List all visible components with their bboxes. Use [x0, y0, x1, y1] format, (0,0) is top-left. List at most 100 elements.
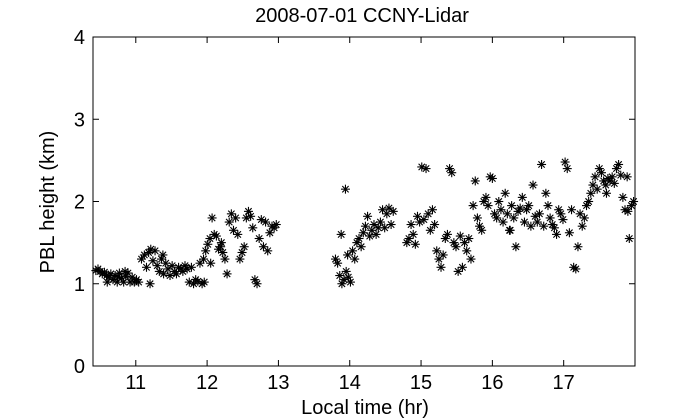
- data-point: [113, 272, 123, 282]
- data-point: [607, 172, 617, 182]
- data-point: [502, 209, 512, 219]
- data-point: [252, 279, 262, 289]
- data-point: [629, 197, 639, 206]
- data-point: [623, 206, 633, 216]
- data-point: [507, 201, 517, 211]
- data-point: [586, 188, 596, 198]
- data-point: [594, 164, 604, 174]
- data-point: [207, 213, 217, 223]
- plot-frame: [92, 36, 636, 367]
- data-point: [404, 234, 414, 244]
- data-point: [519, 217, 529, 227]
- data-point: [470, 176, 480, 186]
- data-point: [552, 229, 562, 239]
- data-point: [195, 258, 205, 268]
- data-point: [206, 258, 216, 268]
- data-point: [145, 279, 155, 289]
- data-point: [517, 192, 527, 202]
- data-point: [384, 203, 394, 213]
- data-point: [345, 277, 355, 287]
- data-point: [141, 262, 151, 272]
- data-point: [534, 209, 544, 219]
- data-point: [601, 188, 611, 198]
- data-point: [254, 234, 264, 244]
- data-point: [150, 246, 160, 256]
- data-point: [350, 254, 360, 264]
- data-point: [579, 213, 589, 223]
- data-point: [567, 205, 577, 215]
- data-point: [472, 213, 482, 223]
- data-point: [543, 201, 553, 211]
- x-tick-label: 12: [196, 372, 218, 394]
- data-point: [218, 247, 228, 257]
- data-point: [134, 277, 144, 287]
- data-point: [515, 203, 525, 213]
- data-point: [261, 217, 271, 227]
- data-point: [539, 221, 549, 231]
- data-point: [479, 197, 489, 206]
- data-point: [577, 221, 587, 231]
- x-tick-label: 17: [553, 372, 575, 394]
- y-tick-label: 3: [74, 109, 85, 131]
- data-point: [410, 239, 420, 249]
- data-point: [584, 197, 594, 206]
- data-point: [509, 213, 519, 223]
- data-point: [425, 225, 435, 235]
- data-point: [562, 164, 572, 174]
- data-point: [386, 220, 396, 230]
- data-point: [464, 234, 474, 244]
- x-tick-label: 16: [481, 372, 503, 394]
- x-tick-label: 15: [410, 372, 432, 394]
- data-point: [438, 250, 448, 260]
- data-point: [511, 242, 521, 252]
- data-point: [545, 213, 555, 223]
- chart-title: 2008-07-01 CCNY-Lidar: [255, 5, 469, 27]
- data-point: [348, 246, 358, 256]
- data-point: [343, 250, 353, 260]
- data-point: [447, 168, 457, 178]
- data-point: [380, 223, 390, 233]
- data-points: [91, 157, 639, 289]
- data-point: [573, 242, 583, 252]
- data-point: [233, 229, 243, 239]
- data-point: [199, 277, 209, 287]
- data-point: [231, 213, 241, 223]
- data-point: [358, 228, 368, 238]
- data-point: [248, 223, 258, 233]
- data-point: [505, 225, 515, 235]
- data-point: [421, 164, 431, 174]
- y-tick-label: 0: [74, 356, 85, 378]
- data-point: [596, 168, 606, 178]
- data-point: [571, 264, 581, 274]
- data-point: [224, 217, 234, 227]
- data-point: [271, 220, 281, 230]
- data-point: [558, 215, 568, 225]
- data-point: [496, 205, 506, 215]
- data-point: [340, 184, 350, 194]
- data-point: [375, 217, 385, 227]
- y-tick-label: 4: [74, 27, 85, 49]
- data-point: [451, 242, 461, 252]
- data-point: [487, 173, 497, 183]
- data-point: [356, 242, 366, 252]
- data-point: [564, 228, 574, 238]
- data-point: [222, 269, 232, 279]
- data-point: [560, 157, 570, 167]
- data-point: [427, 205, 437, 215]
- y-axis-label: PBL height (km): [37, 131, 59, 274]
- data-point: [524, 201, 534, 211]
- data-point: [532, 217, 542, 227]
- data-point: [430, 220, 440, 230]
- x-axis-label: Local time (hr): [301, 397, 429, 419]
- data-point: [622, 172, 632, 182]
- data-point: [466, 254, 476, 264]
- data-point: [158, 250, 168, 260]
- x-tick-label: 11: [125, 372, 146, 394]
- data-point: [360, 221, 370, 231]
- data-point: [483, 201, 493, 211]
- data-point: [419, 215, 429, 225]
- data-point: [528, 180, 538, 190]
- data-point: [235, 254, 245, 264]
